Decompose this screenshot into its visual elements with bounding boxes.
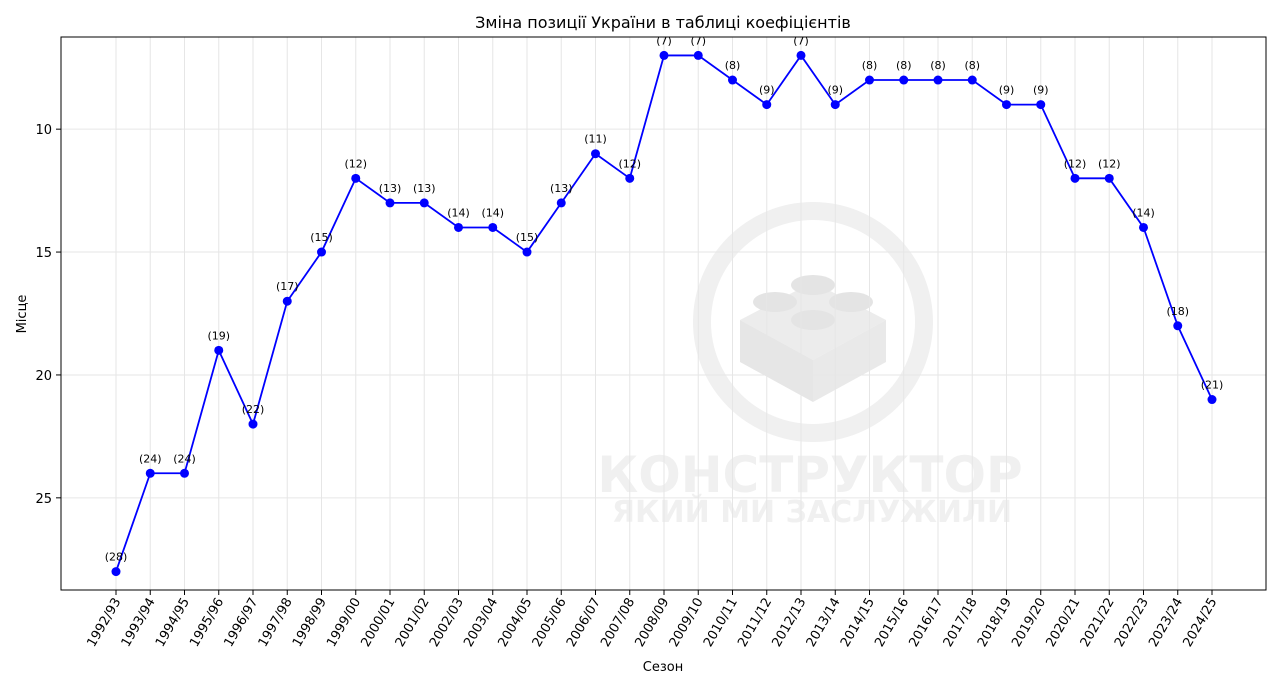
data-point: [967, 75, 977, 85]
data-point: [180, 468, 189, 478]
data-point: [1207, 395, 1217, 405]
y-tick-label: 25: [35, 492, 52, 507]
data-point: [830, 100, 840, 110]
data-point: [1104, 173, 1114, 183]
data-label: (7): [690, 34, 706, 47]
data-label: (22): [242, 403, 265, 416]
data-label: (8): [896, 59, 912, 72]
data-label: (12): [1064, 157, 1087, 170]
y-axis-ticks: 10 15 20 25: [35, 123, 61, 507]
x-axis-label: Сезон: [643, 660, 683, 675]
data-point: [899, 75, 909, 85]
data-label: (13): [413, 182, 436, 195]
data-point: [385, 198, 395, 208]
data-label: (14): [481, 206, 504, 219]
data-point: [282, 296, 292, 306]
data-point: [1139, 222, 1148, 232]
data-point: [522, 247, 532, 257]
lego-brick-ball-icon: [693, 202, 933, 442]
data-point: [317, 247, 326, 257]
data-point: [1173, 321, 1183, 331]
data-point: [728, 75, 737, 85]
data-label: (15): [516, 231, 539, 244]
data-label: (18): [1166, 305, 1189, 318]
data-label: (21): [1201, 379, 1224, 392]
data-labels: (28) (24) (24) (19) (22) (17) (15) (12) (13) (13)…: [105, 34, 1224, 563]
data-label: (11): [584, 133, 607, 146]
data-point: [556, 198, 566, 208]
data-label: (9): [827, 84, 843, 97]
data-point: [419, 198, 429, 208]
series-markers: [111, 50, 1217, 577]
data-label: (9): [759, 84, 775, 97]
data-label: (19): [207, 329, 230, 342]
data-label: (13): [379, 182, 402, 195]
data-point: [625, 173, 635, 183]
y-tick-label: 20: [35, 369, 52, 384]
data-point: [1070, 173, 1080, 183]
data-label: (9): [999, 84, 1015, 97]
data-label: (28): [105, 551, 128, 564]
data-label: (7): [656, 34, 672, 47]
data-point: [145, 468, 155, 478]
data-point: [933, 75, 943, 85]
data-label: (7): [793, 34, 809, 47]
data-label: (15): [310, 231, 333, 244]
data-point: [111, 567, 121, 577]
x-axis-ticks: 1992/931993/941994/951995/961996/971997/…: [84, 590, 1220, 650]
y-tick-label: 10: [35, 123, 52, 138]
y-tick-label: 15: [35, 246, 52, 261]
data-point: [762, 100, 772, 110]
data-point: [1002, 100, 1011, 110]
data-label: (24): [139, 452, 162, 465]
watermark: КОНСТРУКТОР ЯКИЙ МИ ЗАСЛУЖИЛИ: [597, 202, 1023, 530]
data-label: (13): [550, 182, 573, 195]
data-label: (8): [725, 59, 741, 72]
grid: [61, 37, 1266, 590]
data-point: [796, 50, 806, 60]
data-label: (14): [447, 206, 470, 219]
data-point: [1036, 100, 1046, 110]
data-point: [454, 222, 463, 232]
y-axis-label: Місце: [15, 295, 30, 334]
data-label: (12): [344, 157, 367, 170]
data-label: (9): [1033, 84, 1049, 97]
data-point: [351, 173, 361, 183]
chart-title: Зміна позиції України в таблиці коефіціє…: [475, 13, 851, 32]
data-label: (12): [618, 157, 641, 170]
data-point: [865, 75, 874, 85]
x-tick-label: 2024/25: [1180, 596, 1220, 650]
data-point: [488, 222, 498, 232]
data-label: (8): [862, 59, 878, 72]
data-label: (17): [276, 280, 299, 293]
data-point: [248, 419, 258, 429]
data-point: [693, 50, 703, 60]
data-label: (8): [964, 59, 980, 72]
watermark-title: КОНСТРУКТОР: [597, 446, 1022, 504]
data-point: [214, 345, 224, 355]
data-point: [591, 149, 600, 159]
watermark-subtitle: ЯКИЙ МИ ЗАСЛУЖИЛИ: [612, 494, 1012, 530]
data-label: (14): [1132, 206, 1155, 219]
data-label: (8): [930, 59, 946, 72]
data-point: [659, 50, 669, 60]
data-label: (24): [173, 452, 196, 465]
data-label: (12): [1098, 157, 1121, 170]
